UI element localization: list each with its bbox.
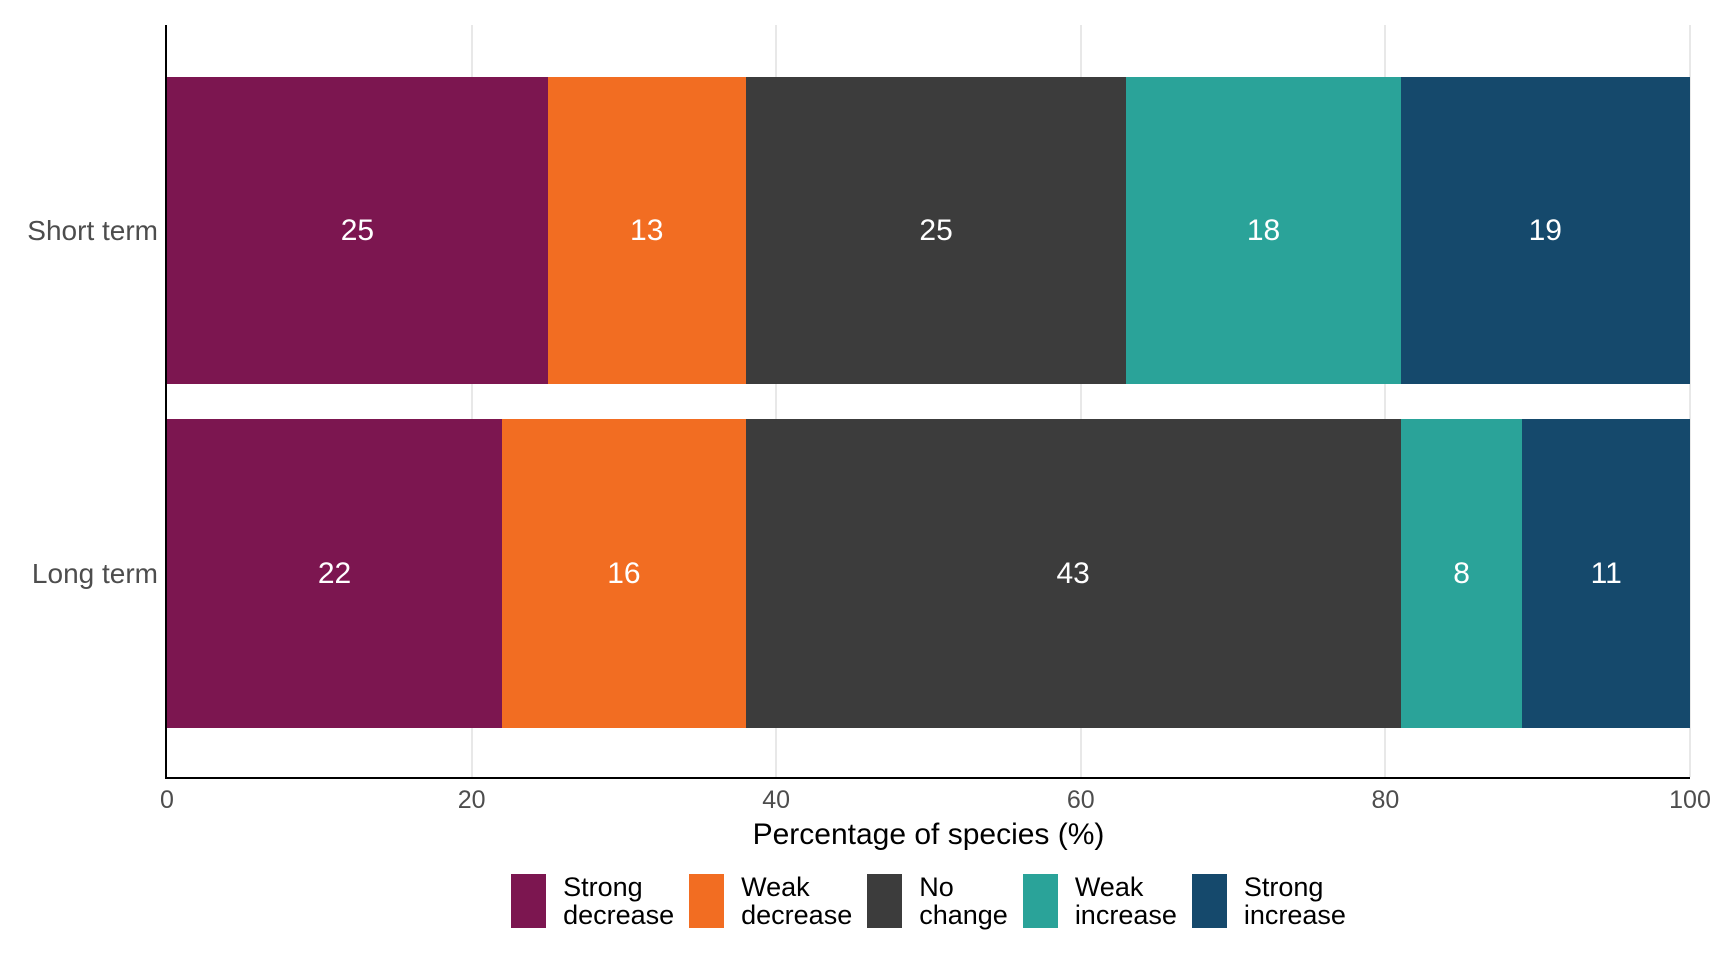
gridline-60 [1079,25,1082,777]
x-tick-label-0: 0 [160,786,174,814]
x-axis-title: Percentage of species (%) [752,818,1105,851]
legend-label-weak-increase: Weak increase [1075,873,1177,929]
bar-value-label: 18 [1246,213,1281,247]
legend-label-line: Strong [1243,872,1324,902]
legend-item-weak-decrease: Weak decrease [689,873,852,929]
bar-segment-long-term-strong-increase: 11 [1522,419,1690,728]
bar-segment-long-term-weak-decrease: 16 [502,419,746,728]
category-label-short-term: Short term [27,214,158,246]
bar-segment-long-term-strong-decrease: 22 [167,419,503,728]
legend-swatch-strong-decrease [511,874,547,928]
bar-segment-short-term-weak-decrease: 13 [547,77,746,384]
bar-segment-short-term-weak-increase: 18 [1126,77,1401,384]
legend-item-strong-increase: Strong increase [1191,873,1346,929]
bar-value-label: 16 [607,556,641,590]
gridline-40 [775,25,778,777]
legend-label-line: Strong [563,872,643,902]
category-label-long-term: Long term [31,557,158,589]
legend-swatch-strong-increase [1191,874,1227,928]
legend-label-line: No [919,872,954,902]
bar-segment-short-term-no-change: 25 [745,77,1127,384]
legend-swatch-weak-decrease [689,874,725,928]
legend-label-line: decrease [563,900,675,930]
bar-value-label: 8 [1453,556,1470,590]
x-tick-label-40: 40 [762,786,791,814]
bar-segment-short-term-strong-decrease: 25 [167,77,548,384]
x-tick-label-80: 80 [1371,786,1400,814]
x-axis-line [165,777,1690,779]
bar-segment-long-term-weak-increase: 8 [1400,419,1523,728]
legend-item-strong-decrease: Strong decrease [511,873,674,929]
legend-label-strong-decrease: Strong decrease [563,873,674,929]
legend: Strong decrease Weak decrease No change Weak in… [167,873,1690,929]
bar-value-label: 43 [1056,556,1090,590]
x-tick-label-60: 60 [1066,786,1095,814]
x-tick-label-20: 20 [457,786,486,814]
x-tick-label-100: 100 [1669,786,1711,814]
legend-label-line: Weak [741,872,810,902]
bar-value-label: 25 [919,213,953,247]
legend-label-no-change: No change [919,873,1008,929]
legend-swatch-weak-increase [1022,874,1058,928]
legend-label-weak-decrease: Weak decrease [741,873,852,929]
bar-segment-short-term-strong-increase: 19 [1400,77,1690,384]
legend-label-line: Weak [1074,872,1144,902]
gridline-80 [1384,25,1387,777]
bar-value-label: 13 [630,213,664,247]
bar-value-label: 19 [1528,213,1562,247]
legend-label-line: decrease [741,900,853,930]
legend-label-line: increase [1243,900,1346,930]
legend-label-line: increase [1074,900,1177,930]
bar-segment-long-term-no-change: 43 [745,419,1401,728]
legend-swatch-no-change [867,874,903,928]
gridline-20 [470,25,473,777]
legend-label-strong-increase: Strong increase [1244,873,1346,929]
bar-value-label: 22 [317,556,352,590]
legend-label-line: change [919,900,1008,930]
legend-item-weak-increase: Weak increase [1022,873,1177,929]
bar-value-label: 25 [340,213,375,247]
bar-value-label: 11 [1590,556,1622,590]
legend-item-no-change: No change [867,873,1008,929]
gridline-100 [1689,25,1691,777]
y-axis-line [165,25,167,779]
